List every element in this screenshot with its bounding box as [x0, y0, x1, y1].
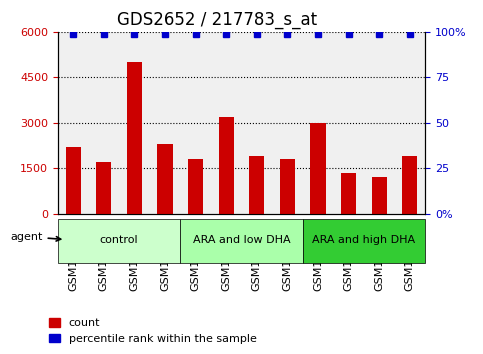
FancyBboxPatch shape [180, 219, 303, 263]
Bar [66, 147, 81, 213]
Bar [157, 144, 173, 213]
Text: control: control [100, 235, 139, 245]
Bar [188, 159, 203, 213]
Legend: count, percentile rank within the sample: count, percentile rank within the sample [44, 314, 261, 348]
Bar [219, 117, 234, 213]
Text: GDS2652 / 217783_s_at: GDS2652 / 217783_s_at [117, 11, 317, 29]
Bar [127, 62, 142, 213]
Text: ARA and high DHA: ARA and high DHA [313, 235, 415, 245]
FancyBboxPatch shape [303, 219, 425, 263]
Text: agent: agent [10, 232, 61, 241]
Bar [96, 162, 112, 213]
Bar [402, 156, 417, 213]
Bar [311, 123, 326, 213]
Bar [249, 156, 265, 213]
FancyBboxPatch shape [58, 219, 180, 263]
Text: ARA and low DHA: ARA and low DHA [193, 235, 290, 245]
Bar [341, 173, 356, 213]
Bar [371, 177, 387, 213]
Bar [280, 159, 295, 213]
